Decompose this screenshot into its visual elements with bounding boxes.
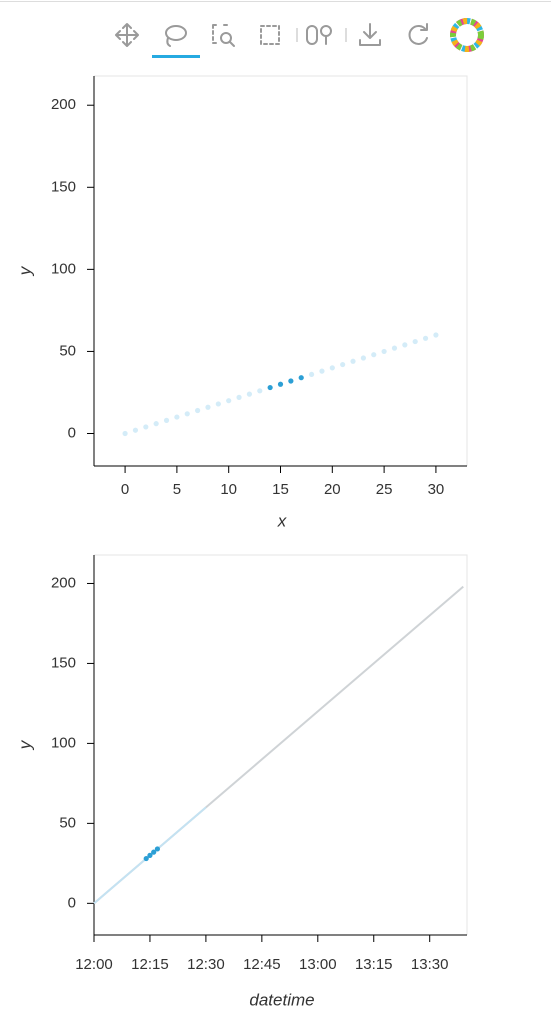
hover-tool[interactable] — [306, 25, 332, 45]
x-tick-label: 12:00 — [75, 956, 113, 973]
point — [381, 348, 387, 355]
point — [143, 855, 149, 862]
x-tick-label: 13:15 — [355, 956, 393, 973]
save-tool[interactable] — [359, 23, 381, 46]
x-tick-label: 10 — [220, 481, 237, 498]
point — [391, 345, 398, 351]
point — [422, 335, 429, 341]
point — [340, 361, 346, 368]
x-tick-label: 12:45 — [243, 956, 281, 973]
x-tick-label: 12:30 — [187, 956, 225, 973]
logo[interactable] — [450, 18, 484, 52]
y-tick-label: 150 — [51, 654, 76, 671]
x-tick-label: 13:00 — [299, 956, 337, 973]
point — [147, 852, 153, 858]
pan-tool[interactable] — [115, 23, 139, 47]
point — [257, 388, 263, 394]
y-tick-label: 50 — [59, 814, 76, 831]
point — [267, 384, 273, 391]
x-axis-label: x — [277, 511, 287, 530]
point — [184, 411, 190, 417]
lasso-tool[interactable] — [165, 25, 187, 47]
y-tick-label: 0 — [68, 424, 76, 441]
point — [154, 846, 161, 852]
y-tick-label: 0 — [68, 894, 76, 911]
point — [151, 849, 157, 855]
point — [132, 427, 139, 433]
y-axis-label: y — [15, 739, 34, 750]
point — [205, 404, 211, 410]
x-tick-label: 15 — [272, 481, 289, 498]
x-axis-label: datetime — [249, 990, 314, 1009]
active-indicator — [152, 55, 200, 58]
point — [319, 368, 325, 374]
point — [236, 394, 242, 400]
box-select-tool[interactable] — [260, 25, 280, 45]
x-tick-label: 13:30 — [411, 956, 449, 973]
x-tick-label: 20 — [324, 481, 341, 498]
toolbar — [115, 18, 484, 58]
point — [402, 342, 408, 348]
x-tick-label: 30 — [428, 481, 445, 498]
x-tick-label: 0 — [121, 481, 129, 498]
plot-frame — [94, 75, 468, 466]
point — [246, 391, 253, 397]
y-axis-label: y — [15, 265, 34, 276]
point — [226, 398, 232, 404]
point — [153, 421, 159, 427]
x-tick-label: 5 — [173, 481, 181, 498]
plot-frame — [94, 554, 468, 935]
point — [412, 338, 418, 345]
point — [329, 365, 335, 371]
point — [350, 358, 356, 364]
point — [371, 352, 377, 358]
point — [174, 414, 180, 420]
point — [277, 381, 284, 387]
point — [308, 371, 315, 378]
point — [143, 424, 149, 430]
y-tick-label: 100 — [51, 260, 76, 277]
point — [360, 355, 366, 361]
y-tick-label: 150 — [51, 178, 76, 195]
reset-tool[interactable] — [408, 23, 428, 45]
point — [298, 375, 304, 381]
x-tick-label: 25 — [376, 481, 393, 498]
point — [195, 407, 201, 414]
point — [122, 430, 128, 437]
y-tick-label: 200 — [51, 96, 76, 113]
y-tick-label: 100 — [51, 734, 76, 751]
box-zoom-tool[interactable] — [212, 24, 235, 47]
point — [433, 332, 439, 338]
point — [163, 417, 170, 423]
y-tick-label: 50 — [59, 342, 76, 359]
point — [215, 401, 221, 407]
x-tick-label: 12:15 — [131, 956, 169, 973]
y-tick-label: 200 — [51, 574, 76, 591]
point — [288, 378, 294, 384]
